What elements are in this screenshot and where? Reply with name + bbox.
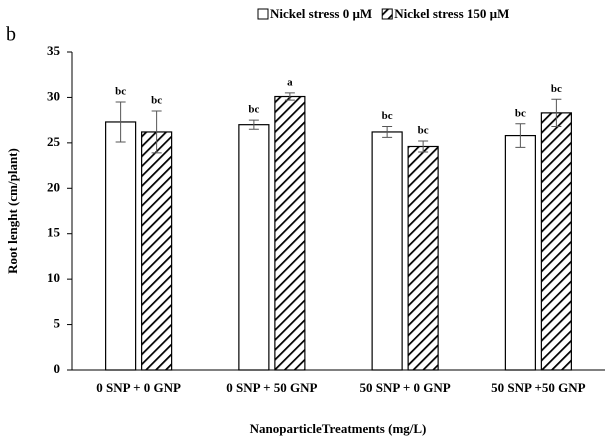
error-bar <box>115 101 126 143</box>
significance-letter: bc <box>551 83 562 95</box>
significance-letter: bc <box>115 86 126 98</box>
bar <box>105 121 137 371</box>
significance-letter: a <box>287 76 293 88</box>
significance-letter: bc <box>248 104 259 116</box>
significance-letter: bc <box>418 125 429 137</box>
bar <box>371 131 403 371</box>
x-tick-label: 0 SNP + 0 GNP <box>96 380 181 395</box>
y-tick-label: 0 <box>54 361 61 376</box>
panel-label: b <box>6 24 16 46</box>
y-tick-label: 20 <box>47 179 60 194</box>
significance-letter: bc <box>382 110 393 122</box>
y-tick-label: 5 <box>54 316 61 331</box>
bar <box>504 134 536 371</box>
bar <box>141 131 173 371</box>
significance-letter: bc <box>515 107 526 119</box>
error-bar <box>418 140 429 153</box>
bar <box>238 124 270 371</box>
legend-swatch <box>257 8 269 20</box>
error-bar <box>515 123 526 148</box>
error-bar <box>382 126 393 138</box>
error-bar <box>248 119 259 130</box>
legend-swatch <box>381 8 393 20</box>
x-tick-label: 50 SNP + 0 GNP <box>360 380 451 395</box>
legend-label: Nickel stress 0 µM <box>270 6 372 21</box>
y-axis-label: Root lenght (cm/plant) <box>5 148 20 274</box>
error-bar <box>551 98 562 128</box>
error-bar <box>151 110 162 154</box>
bar <box>274 95 306 371</box>
x-axis-label: NanoparticleTreatments (mg/L) <box>250 421 427 436</box>
y-tick-label: 10 <box>47 270 60 285</box>
y-tick-label: 35 <box>47 43 61 58</box>
y-tick-label: 25 <box>47 134 61 149</box>
x-tick-label: 50 SNP +50 GNP <box>491 380 585 395</box>
x-tick-label: 0 SNP + 50 GNP <box>226 380 317 395</box>
bar <box>407 145 439 371</box>
legend-label: Nickel stress 150 µM <box>394 6 509 21</box>
error-bar <box>284 92 295 101</box>
y-tick-label: 15 <box>47 225 61 240</box>
y-tick-label: 30 <box>47 88 60 103</box>
significance-letter: bc <box>151 95 162 107</box>
bar <box>540 112 572 371</box>
